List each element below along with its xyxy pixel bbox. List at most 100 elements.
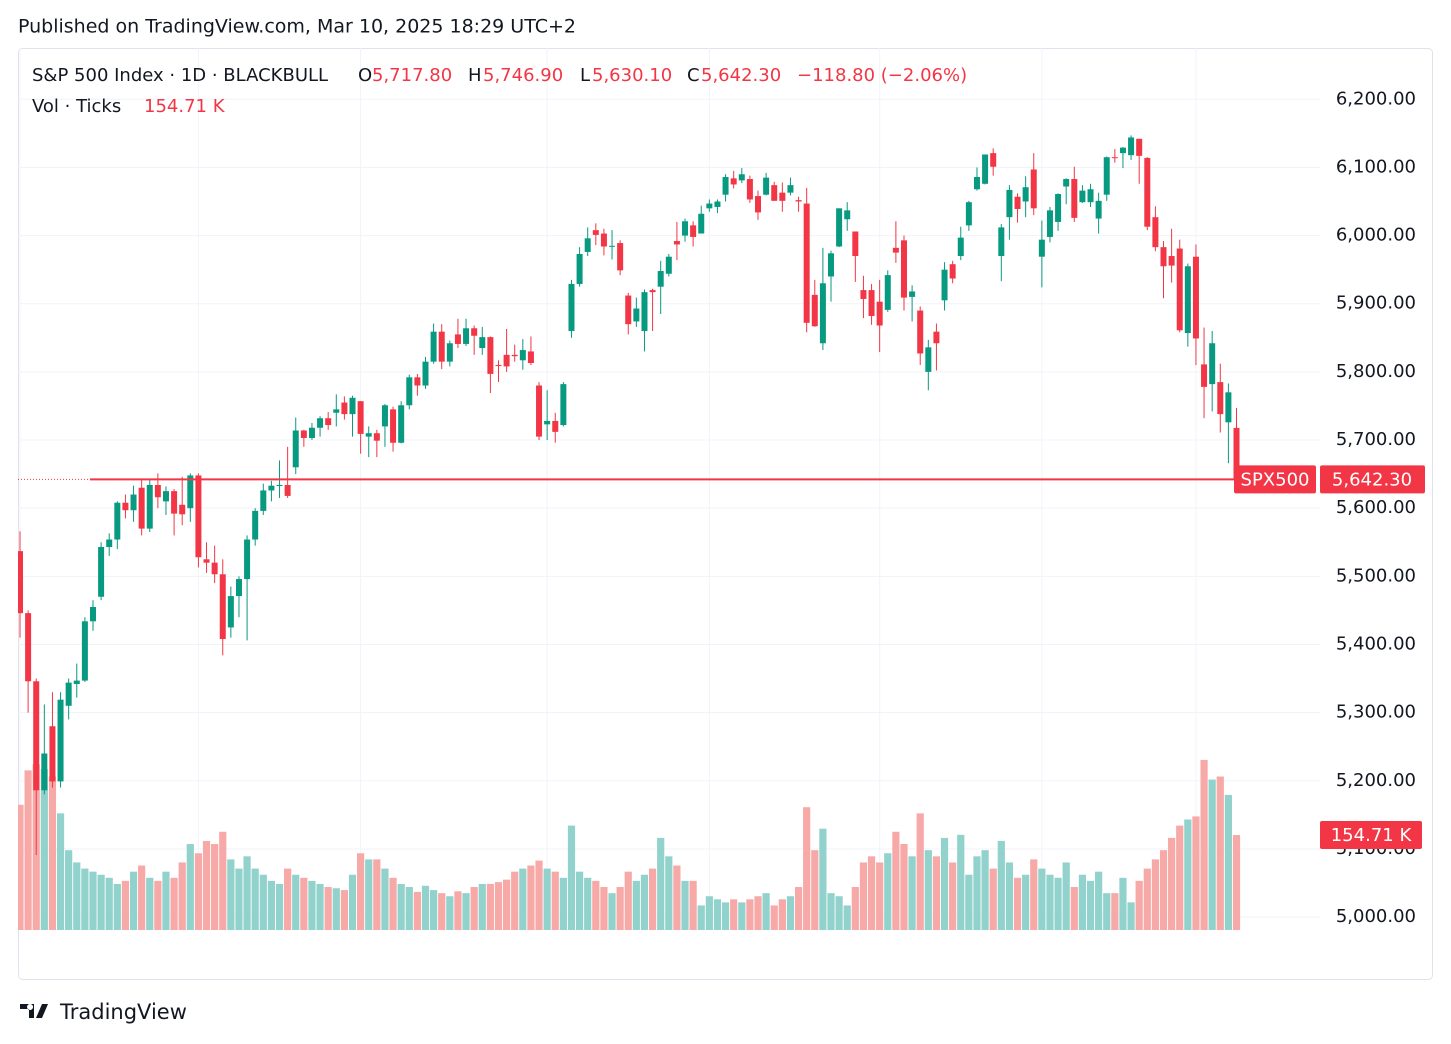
candle-body (763, 177, 770, 195)
volume-bar (251, 868, 259, 930)
candle-body (698, 213, 705, 234)
candle-body (730, 178, 737, 185)
candle-body (357, 401, 364, 434)
candle-body (884, 275, 891, 310)
volume-bar (1103, 893, 1111, 930)
x-tick: Dec (691, 946, 728, 968)
candle-body (1071, 179, 1078, 218)
candle-body (1046, 210, 1053, 237)
candle-body (787, 185, 794, 193)
volume-bar (1232, 835, 1241, 930)
brand-logo: TradingView (20, 1000, 187, 1024)
candle-body (41, 753, 48, 791)
volume-bar (567, 825, 576, 930)
volume-bar (803, 807, 811, 930)
legend-key: L (580, 65, 590, 86)
volume-bar (178, 862, 186, 930)
volume-bar (665, 856, 673, 930)
x-tick: Aug (1, 946, 38, 968)
candle-body (300, 430, 307, 438)
volume-bar (97, 874, 105, 930)
volume-bar (965, 874, 973, 930)
volume-bar (1143, 868, 1151, 930)
y-tick-label: 6,200.00 (1336, 88, 1416, 109)
candle-body (527, 351, 534, 364)
candle-body (982, 154, 989, 184)
legend-value: 5,746.90 (483, 65, 563, 86)
candle-body (195, 475, 202, 558)
volume-bar (697, 905, 705, 930)
candle-body (560, 384, 567, 426)
chart-frame (18, 48, 1433, 980)
candle-body (146, 485, 153, 529)
candle-body (868, 290, 875, 316)
candle-body (536, 385, 543, 437)
volume-bar (924, 850, 932, 930)
volume-bar (592, 880, 600, 930)
volume-bar (640, 874, 649, 930)
volume-bar (584, 877, 592, 930)
candle-body (284, 485, 291, 496)
candle-body (65, 682, 72, 706)
candle-body (171, 491, 178, 514)
candle-body (187, 475, 194, 509)
candle-body (211, 562, 218, 575)
volume-bar (292, 874, 300, 930)
volume-bar (632, 880, 640, 930)
candle-body (89, 606, 96, 622)
candle-body (1136, 138, 1143, 156)
candle-body (592, 230, 599, 235)
volume-bar (859, 862, 868, 930)
candle-body (965, 202, 972, 226)
candle-body (487, 337, 494, 374)
volume-bar (1151, 859, 1159, 930)
volume-bar (1111, 893, 1119, 930)
volume-bar (876, 862, 884, 930)
y-tick-label: 5,800.00 (1336, 361, 1416, 382)
candle-body (519, 350, 526, 361)
candle-body (844, 210, 851, 220)
candle-body (1152, 217, 1159, 248)
x-tick-label: Feb (1025, 946, 1059, 968)
y-tick-label: 5,000.00 (1336, 906, 1416, 927)
price-badge-text: 5,642.30 (1332, 469, 1412, 490)
volume-bar (559, 877, 567, 930)
volume-bar (1119, 877, 1127, 930)
volume-bar (373, 859, 381, 930)
candle-body (917, 310, 924, 354)
volume-bar (819, 828, 827, 930)
candle-body (1184, 266, 1191, 334)
volume-bar (462, 893, 470, 930)
candle-body (706, 203, 713, 209)
candle-body (568, 283, 575, 331)
volume-bar (794, 887, 803, 930)
volume-bar (1192, 816, 1200, 930)
volume-bar (867, 856, 876, 930)
volume-bar (932, 856, 941, 930)
candle-body (1201, 364, 1208, 387)
volume-bar (616, 887, 624, 930)
volume-bar (900, 844, 908, 930)
volume-bar (754, 896, 762, 930)
candle-body (268, 485, 275, 491)
candle-body (665, 256, 672, 274)
volume-bar (543, 868, 551, 930)
candle-body (860, 290, 867, 299)
legend-change: −118.80 (−2.06%) (797, 65, 967, 86)
volume-bar (786, 896, 795, 930)
legend-key: C (687, 65, 700, 86)
candle-body (203, 559, 210, 563)
candle-body (771, 185, 778, 201)
volume-bar (989, 868, 997, 930)
candle-body (1217, 382, 1224, 415)
candle-body (690, 225, 697, 237)
volume-bar (997, 840, 1005, 930)
volume-bar (154, 880, 162, 930)
volume-bar (746, 899, 754, 930)
volume-bar (689, 880, 697, 930)
candle-body (1038, 239, 1045, 257)
candle-body (779, 192, 786, 201)
candle-body (106, 539, 113, 548)
